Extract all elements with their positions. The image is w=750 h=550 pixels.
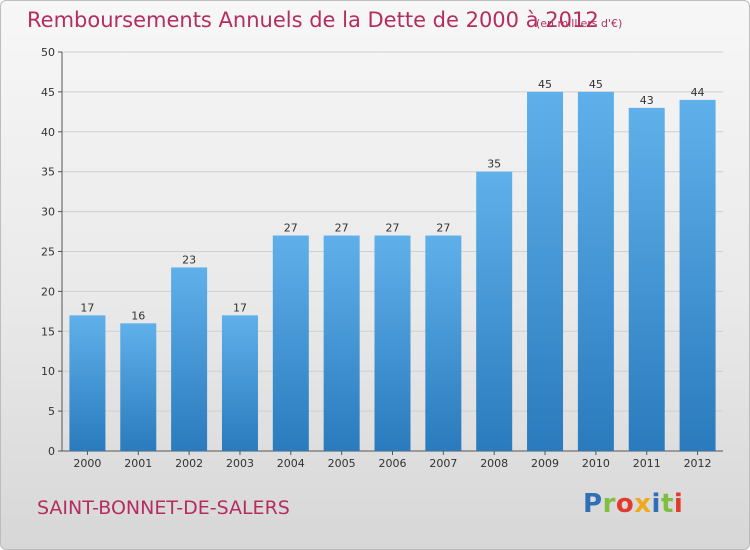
bars xyxy=(69,91,716,452)
bar xyxy=(527,91,564,452)
logo-letter: i xyxy=(673,489,684,519)
y-tick-label: 5 xyxy=(48,405,55,418)
x-tick-label: 2000 xyxy=(73,457,101,470)
data-label: 23 xyxy=(182,253,196,266)
data-label: 45 xyxy=(589,78,603,91)
x-tick-label: 2004 xyxy=(277,457,305,470)
x-tick-label: 2009 xyxy=(531,457,559,470)
bar xyxy=(679,99,716,451)
data-label: 27 xyxy=(386,222,400,235)
logo-letter: i xyxy=(651,489,661,519)
bar xyxy=(628,107,665,452)
y-tick-label: 30 xyxy=(41,206,55,219)
x-tick-label: 2001 xyxy=(124,457,152,470)
data-label: 17 xyxy=(233,301,247,314)
location-name: SAINT-BONNET-DE-SALERS xyxy=(37,497,290,519)
data-labels: 17 16 23 17 27 27 27 27 35 45 45 43 44 xyxy=(80,78,704,322)
x-tick-label: 2006 xyxy=(379,457,407,470)
bar xyxy=(120,323,157,451)
logo-letter: r xyxy=(602,489,616,519)
logo-letter: t xyxy=(660,489,674,519)
data-label: 27 xyxy=(335,222,349,235)
logo-letter: x xyxy=(634,489,652,519)
data-label: 35 xyxy=(487,158,501,171)
bar xyxy=(425,235,462,451)
x-tick-label: 2005 xyxy=(328,457,356,470)
data-label: 17 xyxy=(80,301,94,314)
y-tick-label: 20 xyxy=(41,285,55,298)
data-label: 44 xyxy=(691,86,705,99)
y-tick-label: 15 xyxy=(41,325,55,338)
x-tick-label: 2007 xyxy=(429,457,457,470)
x-tick-label: 2012 xyxy=(684,457,712,470)
x-tick-label: 2010 xyxy=(582,457,610,470)
data-label: 27 xyxy=(284,222,298,235)
chart-title: Remboursements Annuels de la Dette de 20… xyxy=(27,8,599,32)
logo-letter: o xyxy=(615,489,635,519)
y-tick-label: 45 xyxy=(41,86,55,99)
bar xyxy=(171,267,208,451)
y-tick-label: 0 xyxy=(48,445,55,458)
data-label: 27 xyxy=(436,222,450,235)
bar xyxy=(374,235,411,451)
x-tick-label: 2002 xyxy=(175,457,203,470)
y-tick-label: 35 xyxy=(41,166,55,179)
y-tick-label: 50 xyxy=(41,46,55,59)
tick-labels: 0 5 10 15 20 25 30 35 40 45 50 2000 2001 2002 2003 2004… xyxy=(41,46,712,470)
proxiti-logo: Proxiti xyxy=(583,489,683,519)
logo-letter: P xyxy=(583,489,603,519)
bar xyxy=(476,171,513,451)
bar xyxy=(221,315,258,451)
chart-subtitle: (en milliers d'€) xyxy=(536,17,623,30)
bar xyxy=(323,235,360,451)
x-tick-label: 2008 xyxy=(480,457,508,470)
bar xyxy=(272,235,309,451)
data-label: 43 xyxy=(640,94,654,107)
x-tick-label: 2003 xyxy=(226,457,254,470)
y-tick-label: 40 xyxy=(41,126,55,139)
bar xyxy=(69,315,106,451)
data-label: 45 xyxy=(538,78,552,91)
y-tick-label: 25 xyxy=(41,246,55,259)
data-label: 16 xyxy=(131,309,145,322)
bar xyxy=(577,91,614,452)
x-tick-label: 2011 xyxy=(633,457,661,470)
y-tick-label: 10 xyxy=(41,365,55,378)
